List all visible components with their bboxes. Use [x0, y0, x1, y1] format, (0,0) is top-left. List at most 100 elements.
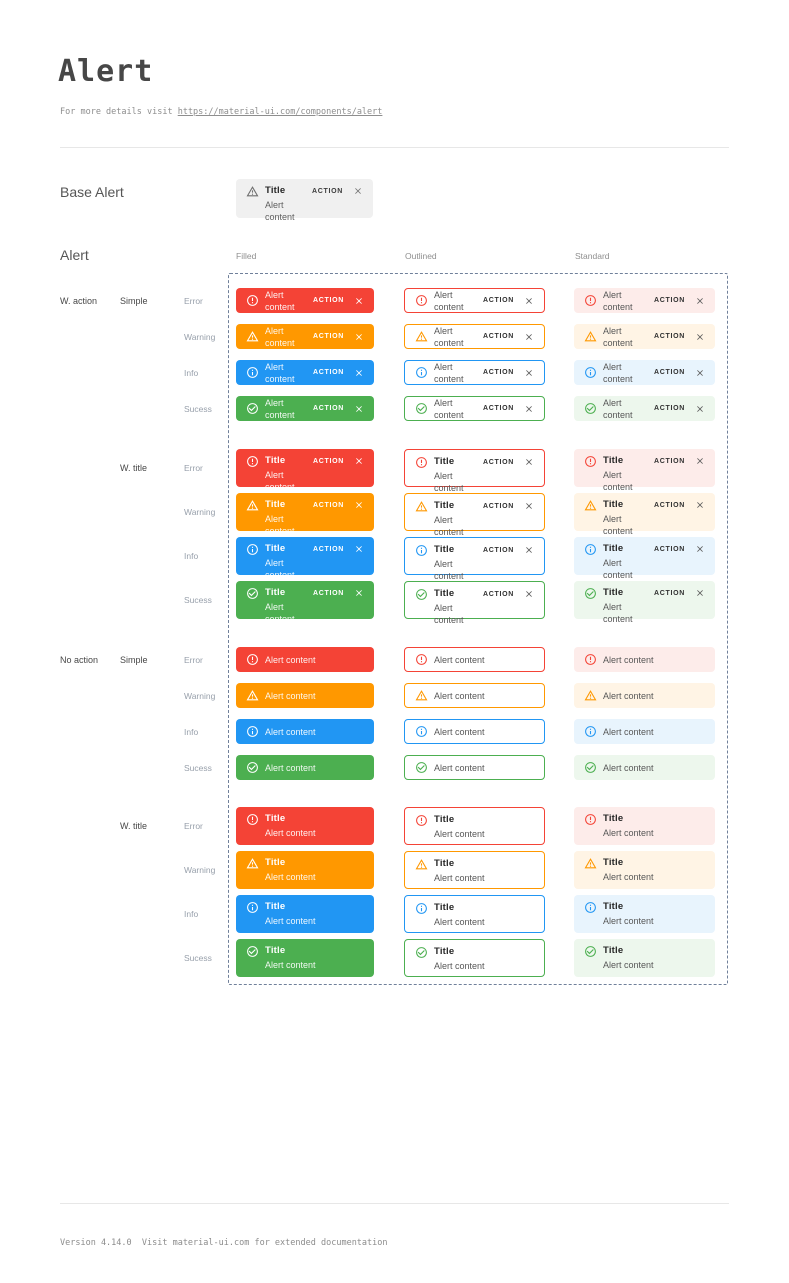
action-button[interactable]: ACTION — [653, 369, 685, 376]
close-icon[interactable] — [354, 368, 364, 378]
close-icon[interactable] — [524, 457, 534, 467]
severity-label: Sucess — [184, 595, 212, 605]
alert-title: Title — [603, 499, 624, 510]
action-button[interactable]: ACTION — [653, 457, 685, 465]
alert-outlined-error: Alert content — [404, 647, 545, 672]
alert-standard-error: Alert content — [574, 647, 715, 672]
action-button[interactable]: ACTION — [653, 405, 685, 412]
close-icon[interactable] — [695, 500, 705, 510]
alert-body: Title Alert content — [603, 901, 705, 927]
error-outline-icon — [584, 653, 597, 666]
close-icon[interactable] — [354, 404, 364, 414]
alert-body: Title Alert content — [265, 587, 305, 625]
action-button[interactable]: ACTION — [482, 333, 514, 340]
close-icon[interactable] — [695, 368, 705, 378]
alert-standard-info: Alert content — [574, 719, 715, 744]
check-circle-icon — [415, 402, 428, 415]
info-outline-icon — [584, 543, 597, 556]
info-outline-icon — [584, 725, 597, 738]
alert-content: Alert content — [265, 361, 295, 384]
close-icon[interactable] — [524, 589, 534, 599]
action-button[interactable]: ACTION — [482, 502, 514, 510]
info-outline-icon — [415, 544, 428, 557]
alert-content: Alert content — [434, 471, 464, 493]
action-button[interactable]: ACTION — [482, 369, 514, 376]
action-button[interactable]: ACTION — [482, 590, 514, 598]
close-icon[interactable] — [354, 588, 364, 598]
alert-action-area: ACTION — [311, 404, 364, 414]
alert-body: Title Alert content — [434, 500, 475, 538]
alert-title: Title — [603, 901, 624, 912]
alert-content: Alert content — [434, 873, 485, 883]
close-icon[interactable] — [695, 456, 705, 466]
close-icon[interactable] — [353, 186, 363, 196]
action-button[interactable]: ACTION — [312, 333, 344, 340]
top-divider — [60, 147, 729, 148]
action-button[interactable]: ACTION — [482, 546, 514, 554]
alert-title: Title — [434, 500, 455, 511]
subtitle-link[interactable]: https://material-ui.com/components/alert — [177, 107, 383, 117]
close-icon[interactable] — [695, 544, 705, 554]
action-button[interactable]: ACTION — [312, 501, 344, 509]
alert-action-area: ACTION — [481, 545, 534, 555]
alert-title: Title — [265, 543, 286, 554]
close-icon[interactable] — [524, 332, 534, 342]
action-button[interactable]: ACTION — [312, 457, 344, 465]
action-button[interactable]: ACTION — [653, 589, 685, 597]
alert-body: Title Alert content — [265, 945, 364, 971]
close-icon[interactable] — [524, 368, 534, 378]
action-button[interactable]: ACTION — [311, 187, 343, 195]
action-button[interactable]: ACTION — [653, 297, 685, 304]
bottom-divider — [60, 1203, 729, 1204]
close-icon[interactable] — [695, 404, 705, 414]
close-icon[interactable] — [354, 296, 364, 306]
alert-title: Title — [265, 901, 286, 912]
action-button[interactable]: ACTION — [312, 369, 344, 376]
alert-standard-success: Alert content — [574, 755, 715, 780]
severity-label: Warning — [184, 865, 216, 875]
alert-outlined-success-with-action: Alert content ACTION — [404, 396, 545, 421]
action-button[interactable]: ACTION — [653, 333, 685, 340]
alert-action-area: ACTION — [311, 544, 364, 554]
info-outline-icon — [584, 901, 597, 914]
alert-content: Alert content — [265, 602, 295, 624]
action-button[interactable]: ACTION — [482, 297, 514, 304]
alert-body: Alert content — [603, 325, 646, 349]
alert-title: Title — [265, 499, 286, 510]
alert-action-area: ACTION — [652, 332, 705, 342]
close-icon[interactable] — [524, 501, 534, 511]
action-button[interactable]: ACTION — [312, 589, 344, 597]
alert-body: Alert content — [603, 654, 705, 666]
alert-filled-success-with-action: Alert content ACTION — [236, 396, 374, 421]
close-icon[interactable] — [695, 588, 705, 598]
action-button[interactable]: ACTION — [312, 297, 344, 304]
alert-filled-info-with-title: Title Alert content — [236, 895, 374, 933]
close-icon[interactable] — [354, 456, 364, 466]
alert-body: Alert content — [603, 361, 646, 385]
close-icon[interactable] — [524, 545, 534, 555]
alert-body: Title Alert content — [434, 902, 534, 928]
alert-outlined-warning: Alert content — [404, 683, 545, 708]
action-button[interactable]: ACTION — [312, 405, 344, 412]
alert-title: Title — [265, 857, 286, 868]
close-icon[interactable] — [354, 544, 364, 554]
error-outline-icon — [584, 455, 597, 468]
close-icon[interactable] — [695, 332, 705, 342]
close-icon[interactable] — [354, 500, 364, 510]
alert-filled-warning-with-title: Title Alert content — [236, 851, 374, 889]
close-icon[interactable] — [695, 296, 705, 306]
action-button[interactable]: ACTION — [312, 545, 344, 553]
check-circle-icon — [584, 402, 597, 415]
alert-title: Title — [434, 946, 455, 957]
close-icon[interactable] — [524, 404, 534, 414]
close-icon[interactable] — [354, 332, 364, 342]
alert-body: Alert content — [603, 690, 705, 702]
close-icon[interactable] — [524, 296, 534, 306]
column-header-standard: Standard — [575, 251, 610, 261]
column-header-filled: Filled — [236, 251, 257, 261]
action-button[interactable]: ACTION — [482, 405, 514, 412]
action-button[interactable]: ACTION — [653, 545, 685, 553]
action-button[interactable]: ACTION — [653, 501, 685, 509]
action-button[interactable]: ACTION — [482, 458, 514, 466]
alert-outlined-success-with-title: Title Alert content — [404, 939, 545, 977]
